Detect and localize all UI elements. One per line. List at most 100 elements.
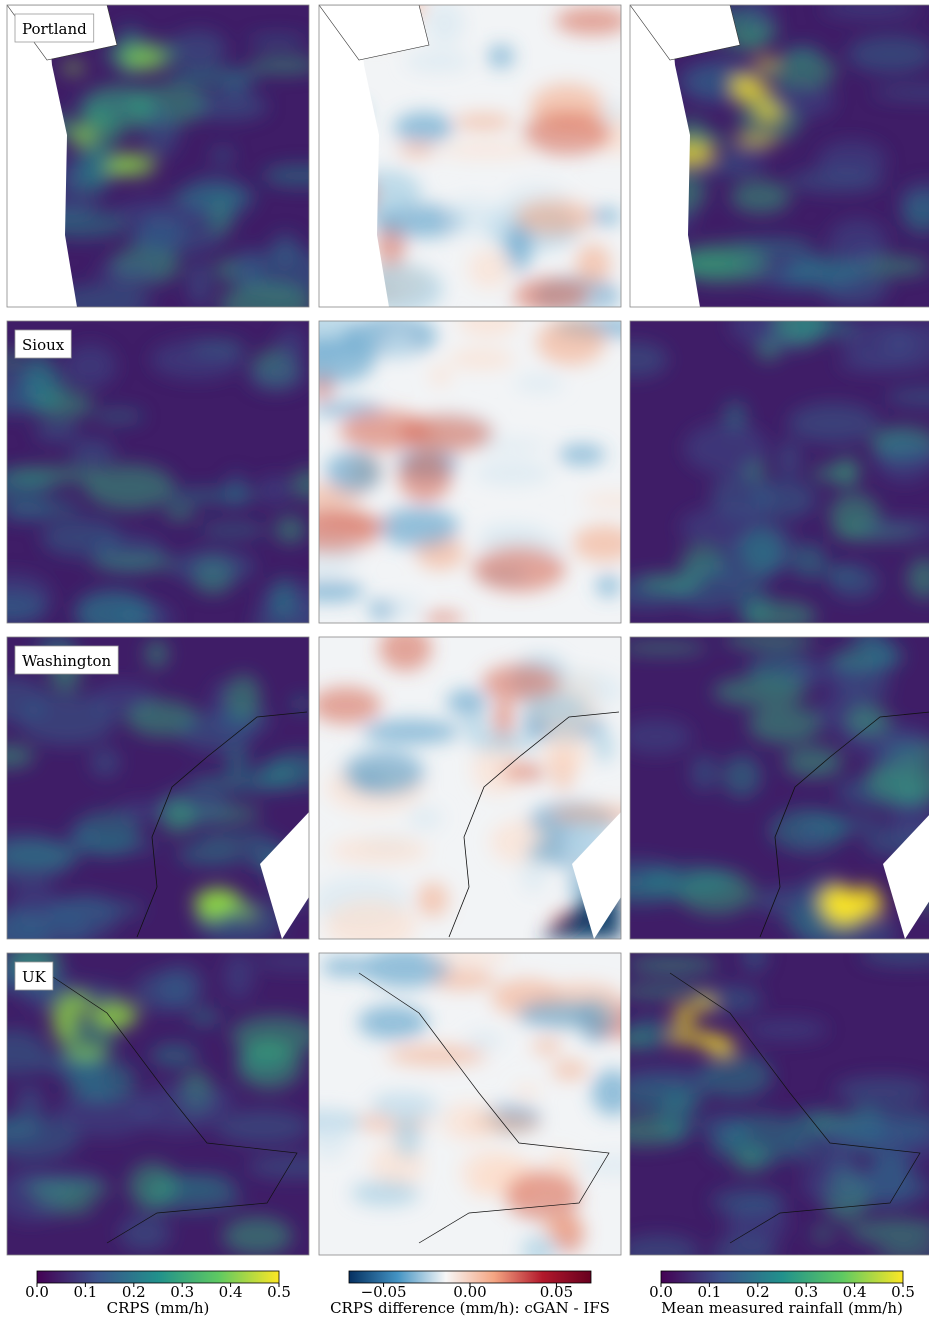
field-blob — [426, 1, 464, 45]
field-blob — [829, 651, 896, 673]
field-blob — [219, 284, 315, 327]
field-blob — [596, 574, 620, 597]
field-blob — [555, 7, 630, 35]
field-blob — [80, 1058, 110, 1102]
field-blob — [711, 1188, 786, 1214]
field-blob — [193, 889, 240, 914]
field-blob — [813, 1227, 833, 1240]
field-blob — [170, 31, 227, 67]
field-blob — [224, 952, 254, 1000]
field-blob — [67, 827, 94, 844]
field-blob — [728, 1114, 799, 1165]
field-blob — [164, 504, 195, 521]
field-blob — [248, 361, 306, 391]
field-blob — [673, 1005, 696, 1027]
field-blob — [81, 84, 154, 133]
field-blob — [74, 590, 147, 631]
field-blob — [408, 807, 442, 830]
field-blob — [398, 452, 451, 503]
field-blob — [223, 1216, 293, 1255]
field-blob — [848, 631, 881, 646]
field-blob — [41, 518, 121, 557]
field-blob — [385, 332, 413, 361]
field-blob — [5, 466, 103, 484]
field-blob — [731, 79, 770, 104]
field-blob — [417, 882, 449, 917]
field-blob — [616, 1066, 715, 1091]
field-blob — [177, 844, 247, 867]
field-blob — [454, 113, 514, 130]
field-blob — [558, 444, 605, 464]
field-blob — [744, 601, 817, 631]
field-blob — [724, 631, 815, 649]
field-blob — [522, 1235, 557, 1266]
field-blob — [271, 577, 295, 619]
row-label: Portland — [22, 20, 87, 38]
field-blob — [136, 213, 185, 255]
field-blob — [713, 677, 807, 707]
field-blob — [277, 327, 306, 368]
field-blob — [394, 112, 454, 144]
map-panel — [603, 939, 929, 1270]
row-label: Washington — [22, 652, 112, 670]
field-blob — [473, 546, 566, 592]
field-blob — [800, 824, 822, 848]
field-blob — [448, 198, 499, 235]
field-blob — [97, 260, 162, 286]
field-blob — [236, 906, 257, 918]
field-blob — [742, 939, 767, 973]
map-panel — [595, 0, 929, 307]
map-panel — [0, 5, 337, 326]
field-blob — [188, 1008, 220, 1025]
field-blob — [517, 1000, 606, 1029]
field-blob — [387, 596, 420, 617]
colorbar-label: CRPS difference (mm/h): cGAN - IFS — [330, 1299, 610, 1317]
field-blob — [90, 556, 176, 570]
field-blob — [802, 1162, 871, 1205]
field-blob — [504, 224, 532, 273]
field-blob — [325, 451, 381, 493]
field-blob — [248, 35, 307, 47]
field-blob — [58, 991, 93, 1016]
field-blob — [34, 422, 80, 442]
field-blob — [64, 1046, 106, 1059]
field-blob — [258, 475, 291, 504]
field-blob — [755, 102, 783, 122]
field-blob — [552, 1060, 588, 1079]
field-blob — [93, 410, 144, 422]
field-blob — [829, 900, 858, 923]
field-blob — [325, 900, 417, 951]
field-blob — [462, 713, 488, 737]
field-blob — [387, 1045, 487, 1065]
field-blob — [532, 1038, 561, 1054]
field-blob — [103, 162, 129, 175]
field-blob — [536, 318, 605, 365]
field-blob — [542, 730, 588, 775]
field-blob — [358, 1005, 429, 1039]
field-blob — [541, 1217, 583, 1238]
field-blob — [230, 1015, 320, 1056]
field-blob — [712, 1236, 777, 1269]
field-blob — [16, 1086, 43, 1117]
map-panel — [311, 626, 653, 951]
colorbar — [349, 1271, 591, 1283]
field-blob — [134, 1085, 223, 1133]
field-blob — [684, 423, 769, 475]
field-blob — [293, 469, 323, 500]
field-blob — [150, 340, 243, 379]
field-blob — [784, 746, 843, 778]
field-blob — [468, 249, 510, 288]
page: PortlandSiouxWashingtonUK0.00.10.20.30.4… — [0, 0, 929, 1321]
row-label: UK — [22, 968, 47, 986]
map-panel — [596, 629, 929, 955]
field-blob — [592, 1070, 635, 1116]
field-blob — [128, 1162, 176, 1209]
field-blob — [588, 208, 622, 225]
field-blob — [158, 964, 204, 1009]
field-blob — [194, 832, 272, 844]
map-panel — [287, 948, 653, 1267]
colorbar — [37, 1271, 279, 1283]
field-blob — [168, 550, 256, 584]
field-blob — [351, 1180, 420, 1206]
field-blob — [754, 58, 779, 69]
